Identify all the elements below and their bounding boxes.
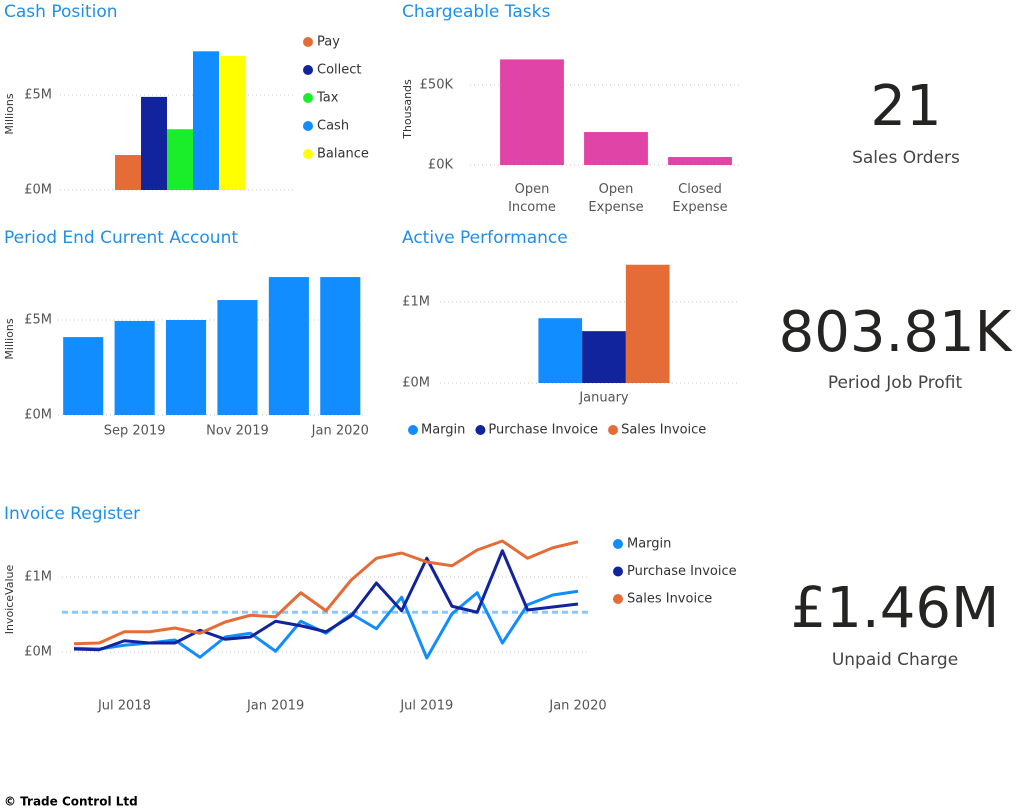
legend-label: Sales Invoice [621,423,706,438]
y-tick-label: £0M [24,183,52,198]
bar [668,157,732,165]
card-value: 803.81K [779,300,1013,365]
line [73,589,579,660]
chart-title: Period End Current Account [4,228,238,248]
legend-marker [475,425,486,435]
bar [165,320,207,415]
y-tick-label: £0M [402,376,430,391]
legend-marker [303,37,313,47]
y-tick-label: £5M [24,313,52,328]
bar [218,56,245,190]
card-value: 21 [870,74,941,139]
legend-label: Cash [317,119,349,134]
y-tick-label: £1M [24,570,52,585]
legend-marker [303,121,313,131]
x-tick-label: Jan 2020 [311,424,369,439]
x-tick-label: January [578,391,629,406]
legend-label: Sales Invoice [627,592,712,607]
legend-label: Balance [317,147,369,162]
y-tick-label: £5M [24,88,52,103]
legend-label: Margin [421,423,465,438]
card-label: Sales Orders [852,148,960,168]
legend-label: Collect [317,63,362,78]
y-axis-title: Millions [3,93,16,134]
x-tick-label: Closed Expense [672,182,727,215]
legend-label: Purchase Invoice [488,423,598,438]
bar [192,51,219,190]
bar [141,96,168,190]
bar [268,277,309,415]
x-tick-label: Jan 2019 [246,699,304,714]
chart-title: Active Performance [402,228,568,248]
legend-label: Tax [316,91,339,106]
y-tick-label: £0M [24,408,52,423]
y-axis-title: Millions [3,318,16,359]
bar [320,277,361,415]
bar [217,300,258,415]
bar [63,337,104,415]
y-tick-label: £0K [428,158,454,173]
x-tick-label: Sep 2019 [104,424,166,439]
bar [625,264,670,383]
x-tick-label: Jan 2020 [548,699,606,714]
bar [500,59,564,165]
legend-label: Margin [627,537,671,552]
legend-marker [303,93,313,103]
card-value: £1.46M [791,576,1000,641]
y-tick-label: £0M [24,645,52,660]
bar [538,318,583,383]
chart-title: Cash Position [4,2,118,22]
legend-marker [613,539,623,549]
bar [114,320,155,415]
x-tick-label: Open Expense [588,182,643,215]
legend-marker [613,594,623,604]
legend-marker [408,425,418,435]
card-label: Unpaid Charge [832,650,958,670]
legend-label: Purchase Invoice [627,564,737,579]
y-axis-title: Thousands [401,79,414,140]
legend-marker [608,425,619,435]
bar [167,129,193,190]
bar [582,331,626,383]
y-tick-label: £1M [402,295,430,310]
footer: © Trade Control Ltd [4,795,138,809]
legend-marker [613,566,623,577]
bar [584,132,648,165]
y-tick-label: £50K [420,78,454,93]
x-tick-label: Jul 2018 [97,699,151,714]
chart-title: Chargeable Tasks [402,2,550,22]
legend-label: Pay [317,35,340,50]
legend-marker [303,149,313,159]
y-axis-title: InvoiceValue [3,565,16,635]
card-label: Period Job Profit [828,373,963,393]
bar [115,155,142,190]
x-tick-label: Nov 2019 [206,424,269,439]
line [73,539,579,646]
x-tick-label: Jul 2019 [399,699,453,714]
x-tick-label: Open Income [508,182,556,215]
line [73,549,579,652]
chart-title: Invoice Register [4,504,140,524]
legend-marker [303,65,313,75]
